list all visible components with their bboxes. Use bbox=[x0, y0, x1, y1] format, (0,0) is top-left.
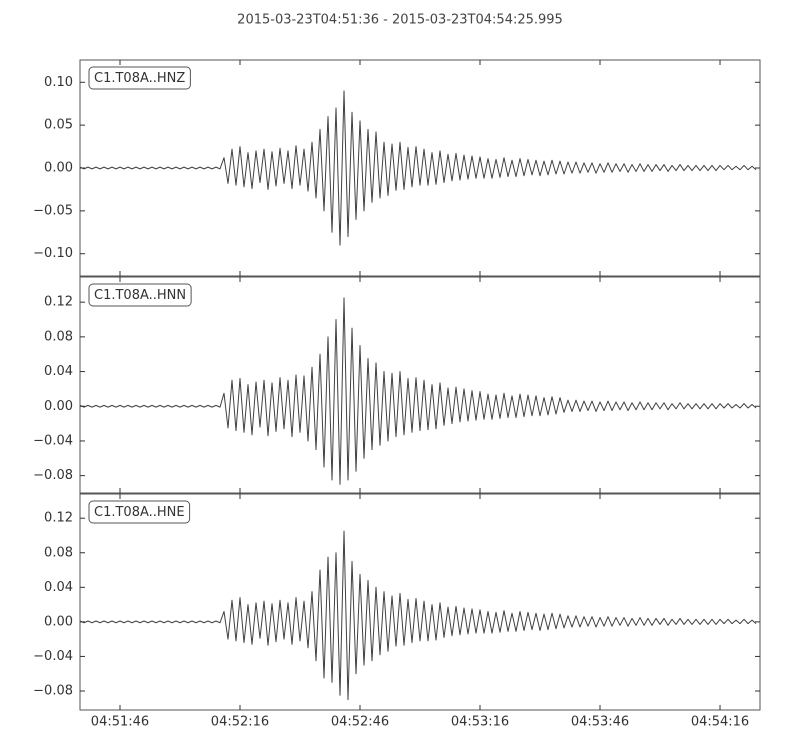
y-tick-label: 0.10 bbox=[44, 75, 73, 90]
trace bbox=[79, 297, 757, 485]
trace-label: C1.T08A..HNE bbox=[94, 505, 185, 520]
y-tick-label: −0.04 bbox=[33, 649, 73, 664]
x-tick-label: 04:51:46 bbox=[91, 715, 149, 730]
y-tick-label: −0.04 bbox=[33, 433, 73, 448]
x-tick-label: 04:52:46 bbox=[331, 715, 389, 730]
y-tick-label: 0.05 bbox=[44, 118, 73, 133]
y-tick-label: 0.04 bbox=[44, 580, 73, 595]
x-tick-label: 04:52:16 bbox=[211, 715, 269, 730]
panel-frame bbox=[79, 276, 761, 494]
y-tick-label: 0.00 bbox=[44, 161, 73, 176]
y-tick-label: −0.08 bbox=[33, 683, 73, 698]
label-box bbox=[88, 283, 192, 307]
y-tick-label: 0.04 bbox=[44, 364, 73, 379]
label-box bbox=[88, 500, 191, 524]
label-box bbox=[88, 66, 191, 90]
y-tick-label: 0.12 bbox=[44, 511, 73, 526]
trace bbox=[79, 90, 757, 246]
y-tick-label: 0.12 bbox=[44, 295, 73, 310]
y-tick-label: −0.10 bbox=[33, 246, 73, 261]
y-tick-label: 0.00 bbox=[44, 399, 73, 414]
x-tick-label: 04:54:16 bbox=[691, 715, 749, 730]
y-tick-label: 0.08 bbox=[44, 545, 73, 560]
panel-frame bbox=[79, 493, 761, 711]
y-tick-label: −0.05 bbox=[33, 203, 73, 218]
x-tick-label: 04:53:16 bbox=[451, 715, 509, 730]
chart-title: 2015-03-23T04:51:36 - 2015-03-23T04:54:2… bbox=[237, 13, 563, 28]
trace-label: C1.T08A..HNN bbox=[94, 288, 186, 303]
trace-label: C1.T08A..HNZ bbox=[94, 71, 185, 86]
trace bbox=[79, 530, 757, 701]
y-tick-label: 0.08 bbox=[44, 329, 73, 344]
y-tick-label: 0.00 bbox=[44, 614, 73, 629]
y-tick-label: −0.08 bbox=[33, 468, 73, 483]
x-tick-label: 04:53:46 bbox=[571, 715, 629, 730]
